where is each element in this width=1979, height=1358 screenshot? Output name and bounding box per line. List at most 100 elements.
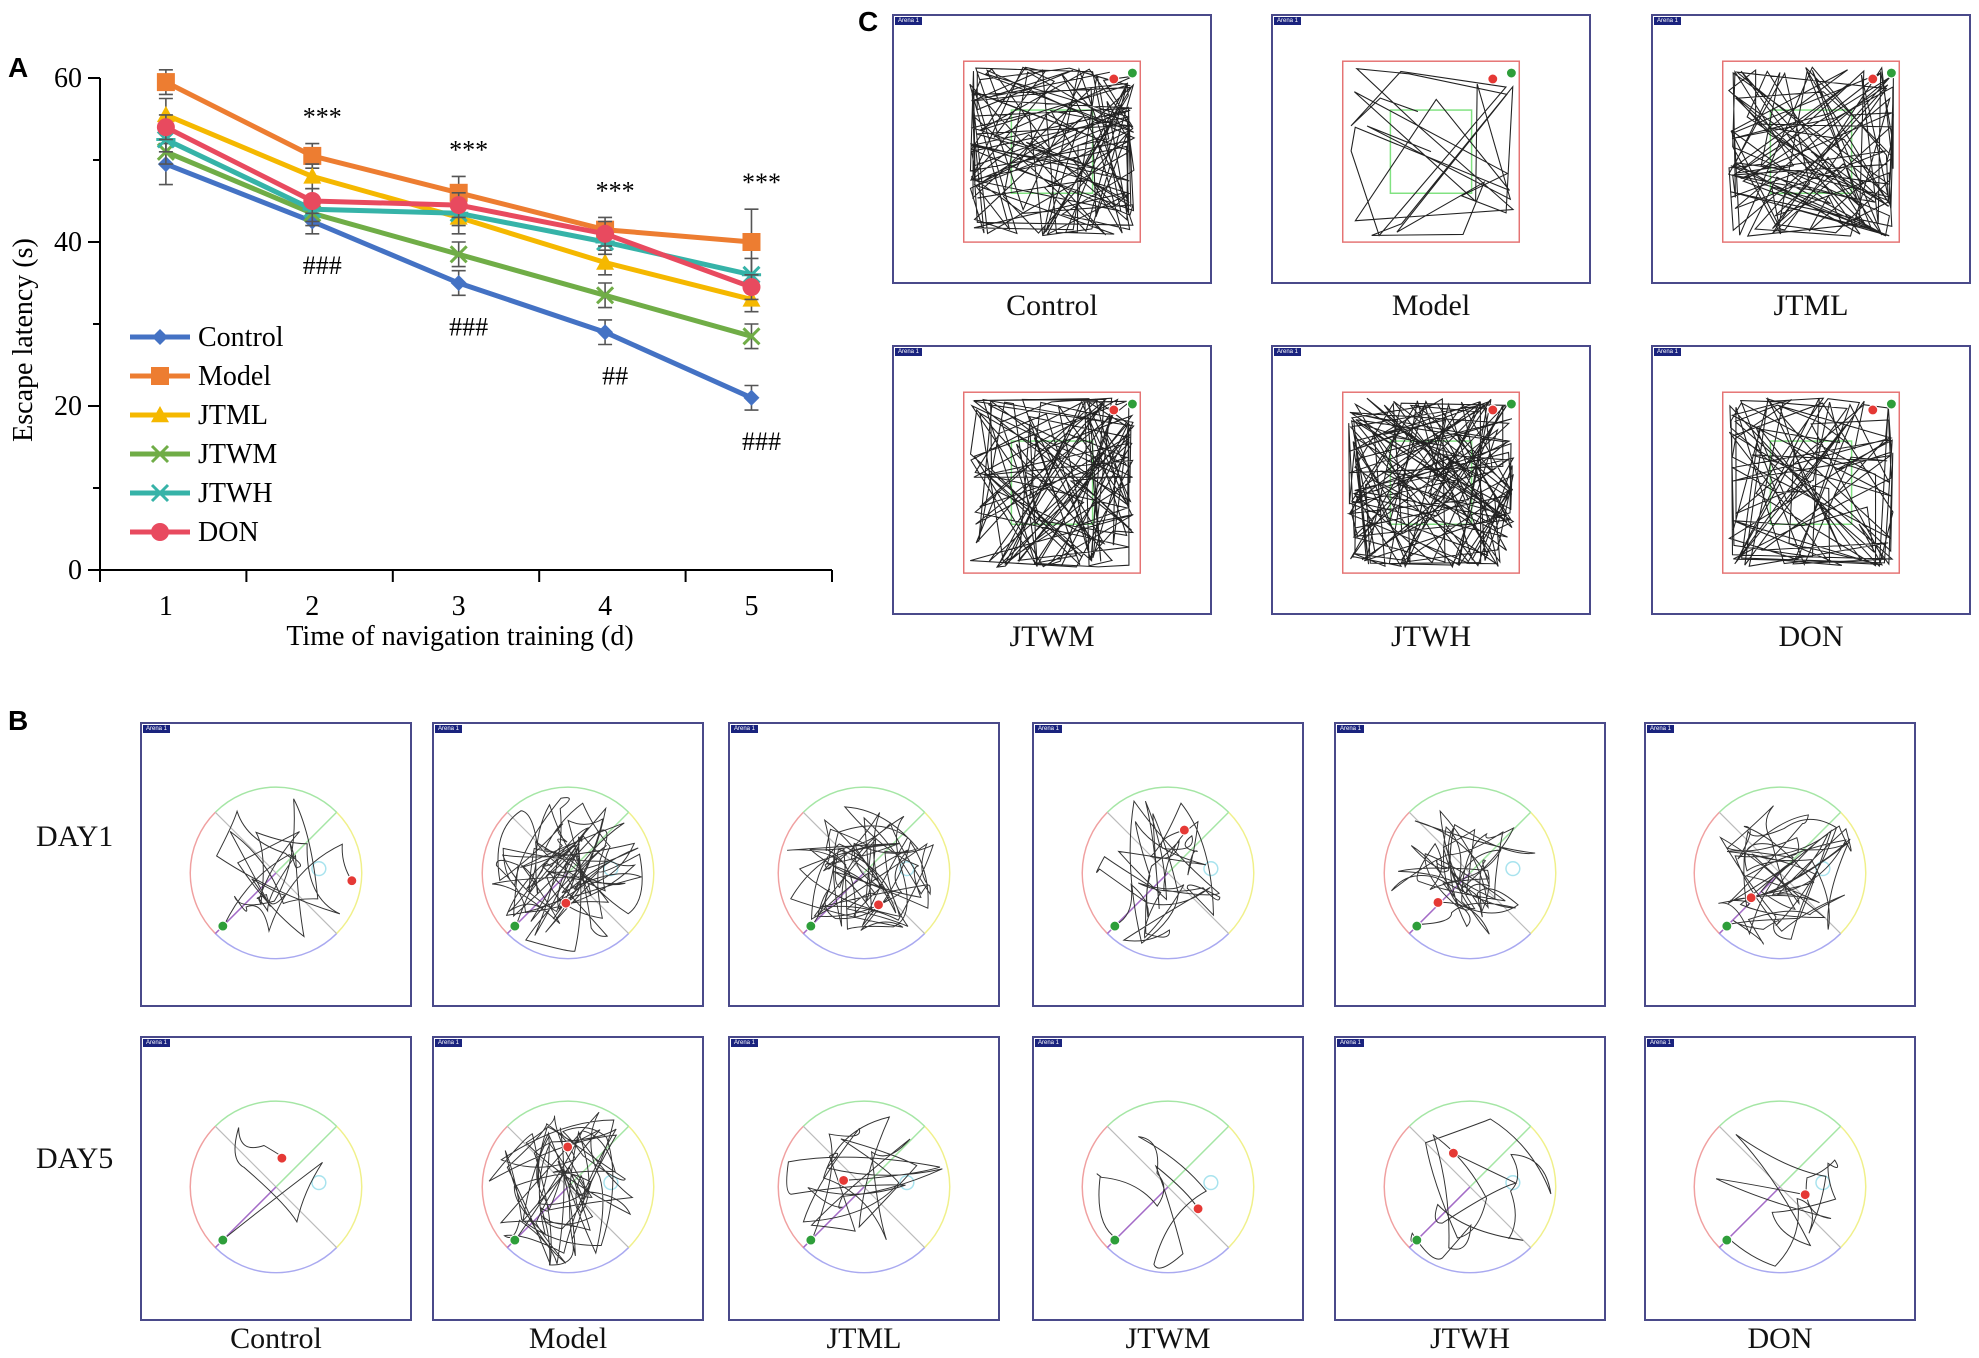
open-field-track-image: Arena 1 — [892, 345, 1212, 615]
water-maze-track-image: Arena 1 — [1644, 722, 1916, 1007]
quadrant-arc — [1718, 1247, 1842, 1274]
quadrant-line — [1167, 811, 1230, 874]
data-point — [449, 196, 468, 215]
arena-tag: Arena 1 — [1274, 17, 1302, 25]
quadrant-arc — [189, 811, 216, 935]
y-axis-label: Escape latency (s) — [8, 238, 39, 442]
data-point — [156, 118, 175, 137]
center-zone — [1769, 440, 1853, 526]
quadrant-arc — [628, 811, 655, 935]
swim-track — [488, 1111, 634, 1266]
platform-marker — [1203, 861, 1219, 877]
quadrant-arc — [1408, 1247, 1532, 1274]
quadrant-arc — [1840, 811, 1867, 935]
quadrant-arc — [214, 933, 338, 960]
data-point — [303, 167, 322, 184]
water-maze-track-image: Arena 1 — [1032, 1036, 1304, 1321]
quadrant-arc — [1408, 1100, 1532, 1127]
quadrant-line — [1779, 1125, 1842, 1188]
legend-label: Control — [198, 322, 284, 353]
swim-track — [1718, 805, 1852, 946]
end-marker — [1192, 1203, 1204, 1215]
arena-border — [962, 60, 1142, 243]
end-marker — [560, 897, 572, 909]
quadrant-arc — [189, 1125, 216, 1249]
data-point — [450, 275, 467, 291]
quadrant-arc — [777, 1125, 804, 1249]
start-marker — [805, 1234, 817, 1246]
data-point — [742, 233, 761, 251]
start-marker — [1411, 1234, 1423, 1246]
swim-track — [224, 1127, 323, 1239]
legend-item: DON — [130, 517, 259, 548]
series-don — [156, 114, 761, 301]
data-point — [743, 389, 760, 406]
data-point — [449, 245, 468, 264]
end-marker — [1487, 73, 1499, 85]
legend-item: Control — [130, 322, 284, 353]
quadrant-arc — [214, 786, 338, 813]
platform-marker — [311, 1175, 327, 1191]
significance-star-label: *** — [742, 168, 781, 197]
start-marker — [1126, 398, 1138, 410]
open-field-track-image: Arena 1 — [1271, 14, 1591, 284]
quadrant-arc — [1718, 1100, 1842, 1127]
row-label-day1: DAY1 — [36, 820, 114, 853]
platform-marker — [1203, 1175, 1219, 1191]
start-marker — [1721, 920, 1733, 932]
panel-c-caption: JTWH — [1391, 620, 1471, 653]
quadrant-arc — [1408, 786, 1532, 813]
significance-star-label: *** — [596, 176, 635, 205]
open-field-track-image: Arena 1 — [892, 14, 1212, 284]
quadrant-arc — [1106, 1100, 1230, 1127]
end-marker — [1178, 824, 1190, 836]
arena-tag: Arena 1 — [435, 1039, 463, 1047]
panel-label-c: C — [858, 6, 879, 37]
open-field-track-image: Arena 1 — [1651, 345, 1971, 615]
panel-b-caption: Model — [528, 1322, 608, 1355]
quadrant-arc — [1530, 1125, 1557, 1249]
significance-hash-label: ### — [449, 312, 488, 341]
quadrant-arc — [1081, 811, 1108, 935]
arena-tag: Arena 1 — [1337, 1039, 1365, 1047]
data-point — [156, 73, 175, 92]
significance-hash-label: ### — [303, 251, 342, 280]
quadrant-arc — [481, 811, 508, 935]
start-marker — [1505, 67, 1517, 79]
platform-marker — [1505, 1175, 1521, 1191]
arena-tag: Arena 1 — [143, 1039, 171, 1047]
panel-b-caption: Control — [230, 1322, 322, 1355]
arena-border — [1341, 60, 1521, 243]
arena-border — [962, 391, 1142, 574]
swim-track — [787, 806, 934, 931]
arena-tag: Arena 1 — [143, 725, 171, 733]
start-marker — [1885, 67, 1897, 79]
platform-marker — [1815, 1175, 1831, 1191]
end-marker — [873, 899, 884, 911]
start-marker — [1721, 1234, 1733, 1246]
arena-border — [1341, 391, 1521, 574]
arena-tag: Arena 1 — [1654, 348, 1682, 356]
x-tick-label: 3 — [452, 591, 466, 622]
swim-track — [1391, 809, 1536, 935]
movement-track — [969, 397, 1135, 569]
arena-tag: Arena 1 — [731, 1039, 759, 1047]
arena-tag: Arena 1 — [1337, 725, 1365, 733]
legend-label: JTWH — [198, 478, 273, 509]
start-marker — [1109, 920, 1121, 932]
arena-tag: Arena 1 — [1647, 1039, 1675, 1047]
data-point — [596, 253, 615, 270]
end-marker — [1108, 73, 1120, 85]
quadrant-arc — [924, 1125, 951, 1249]
quadrant-arc — [506, 786, 630, 813]
end-marker — [1447, 1147, 1459, 1159]
start-marker — [509, 920, 521, 932]
start-marker — [509, 1234, 521, 1246]
panel-b-caption: DON — [1747, 1322, 1813, 1355]
quadrant-arc — [1081, 1125, 1108, 1249]
data-point — [303, 192, 322, 210]
quadrant-line — [1779, 811, 1842, 874]
arena-tag: Arena 1 — [895, 17, 923, 25]
legend-label: JTML — [198, 400, 268, 431]
quadrant-arc — [336, 1125, 363, 1249]
